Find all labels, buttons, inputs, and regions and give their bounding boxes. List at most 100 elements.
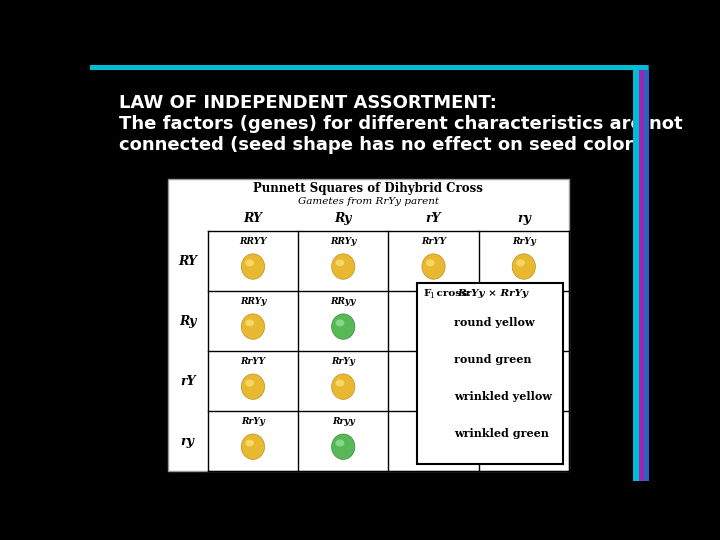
Text: round yellow: round yellow xyxy=(454,317,535,328)
Ellipse shape xyxy=(246,440,254,447)
Text: rY: rY xyxy=(426,212,441,225)
Ellipse shape xyxy=(526,444,531,447)
Ellipse shape xyxy=(427,382,432,385)
Ellipse shape xyxy=(525,448,529,450)
Ellipse shape xyxy=(336,320,344,326)
Ellipse shape xyxy=(426,386,431,389)
Ellipse shape xyxy=(332,434,355,460)
Ellipse shape xyxy=(436,444,441,447)
Text: RY: RY xyxy=(179,255,197,268)
Ellipse shape xyxy=(433,450,437,454)
Ellipse shape xyxy=(431,381,436,383)
Text: Ry: Ry xyxy=(335,212,352,225)
Ellipse shape xyxy=(430,391,436,396)
Ellipse shape xyxy=(433,428,438,430)
Text: LAW OF INDEPENDENT ASSORTMENT:: LAW OF INDEPENDENT ASSORTMENT: xyxy=(120,94,498,112)
Ellipse shape xyxy=(336,259,344,266)
Ellipse shape xyxy=(422,374,445,400)
Text: F: F xyxy=(423,289,431,298)
Ellipse shape xyxy=(430,380,434,383)
Text: RRyy: RRyy xyxy=(330,298,356,306)
Ellipse shape xyxy=(426,320,435,326)
Ellipse shape xyxy=(241,254,264,279)
Text: 1: 1 xyxy=(428,292,433,300)
Text: RrYy × RrYy: RrYy × RrYy xyxy=(457,289,528,298)
Ellipse shape xyxy=(512,254,536,279)
Text: Rryy: Rryy xyxy=(332,417,355,427)
Text: Gametes from RrYy parent: Gametes from RrYy parent xyxy=(298,197,438,206)
Ellipse shape xyxy=(428,396,433,399)
Ellipse shape xyxy=(426,446,431,449)
Ellipse shape xyxy=(518,382,522,385)
Ellipse shape xyxy=(521,441,526,444)
Ellipse shape xyxy=(427,441,433,446)
Text: RrYy: RrYy xyxy=(512,237,536,246)
Bar xyxy=(632,65,639,481)
Ellipse shape xyxy=(429,354,436,360)
Ellipse shape xyxy=(517,446,521,449)
Ellipse shape xyxy=(517,380,524,386)
Bar xyxy=(644,65,649,481)
Text: wrinkled green: wrinkled green xyxy=(454,428,549,439)
Ellipse shape xyxy=(436,383,441,387)
Ellipse shape xyxy=(332,254,355,279)
Ellipse shape xyxy=(519,450,524,453)
Bar xyxy=(639,65,644,481)
Text: RrYy: RrYy xyxy=(241,417,265,427)
Ellipse shape xyxy=(521,381,526,383)
Ellipse shape xyxy=(523,450,528,454)
Ellipse shape xyxy=(431,441,436,444)
Ellipse shape xyxy=(246,259,254,266)
Ellipse shape xyxy=(241,374,264,400)
Ellipse shape xyxy=(431,400,436,403)
Ellipse shape xyxy=(336,380,344,387)
Ellipse shape xyxy=(332,314,355,339)
Text: The factors (genes) for different characteristics are not: The factors (genes) for different charac… xyxy=(120,115,683,133)
Ellipse shape xyxy=(433,390,438,394)
Ellipse shape xyxy=(429,429,434,432)
Text: rrYY: rrYY xyxy=(423,357,445,367)
Ellipse shape xyxy=(438,394,443,397)
Ellipse shape xyxy=(429,450,433,453)
Bar xyxy=(417,283,563,464)
Ellipse shape xyxy=(429,392,434,395)
Ellipse shape xyxy=(516,259,525,266)
Text: cross:: cross: xyxy=(433,289,474,298)
Ellipse shape xyxy=(430,440,434,443)
Ellipse shape xyxy=(523,390,528,394)
Ellipse shape xyxy=(512,374,536,400)
Text: RrYy: RrYy xyxy=(331,357,355,367)
Ellipse shape xyxy=(422,314,445,339)
Ellipse shape xyxy=(438,430,443,434)
Ellipse shape xyxy=(434,387,439,390)
Ellipse shape xyxy=(430,428,436,433)
Ellipse shape xyxy=(519,390,524,393)
Bar xyxy=(90,65,648,70)
Ellipse shape xyxy=(429,390,433,393)
Ellipse shape xyxy=(432,427,436,430)
Ellipse shape xyxy=(426,312,446,334)
Ellipse shape xyxy=(241,314,264,339)
Ellipse shape xyxy=(422,434,445,460)
Ellipse shape xyxy=(517,441,524,446)
Ellipse shape xyxy=(512,314,536,339)
Ellipse shape xyxy=(436,434,441,437)
Ellipse shape xyxy=(520,380,525,383)
Ellipse shape xyxy=(518,442,522,445)
Ellipse shape xyxy=(429,316,436,322)
Text: rY: rY xyxy=(180,375,195,388)
Text: wrinkled yellow: wrinkled yellow xyxy=(454,391,552,402)
Text: Rryy: Rryy xyxy=(513,298,535,306)
Ellipse shape xyxy=(525,387,529,390)
Ellipse shape xyxy=(433,390,437,394)
Text: RRYy: RRYy xyxy=(240,298,266,306)
Text: RrYY: RrYY xyxy=(421,237,446,246)
Ellipse shape xyxy=(246,380,254,387)
Ellipse shape xyxy=(422,254,445,279)
Ellipse shape xyxy=(426,349,446,371)
Ellipse shape xyxy=(431,437,436,440)
Text: RRYY: RRYY xyxy=(239,237,266,246)
Ellipse shape xyxy=(436,397,441,401)
Text: rrYy: rrYy xyxy=(513,357,534,367)
Ellipse shape xyxy=(246,320,254,326)
